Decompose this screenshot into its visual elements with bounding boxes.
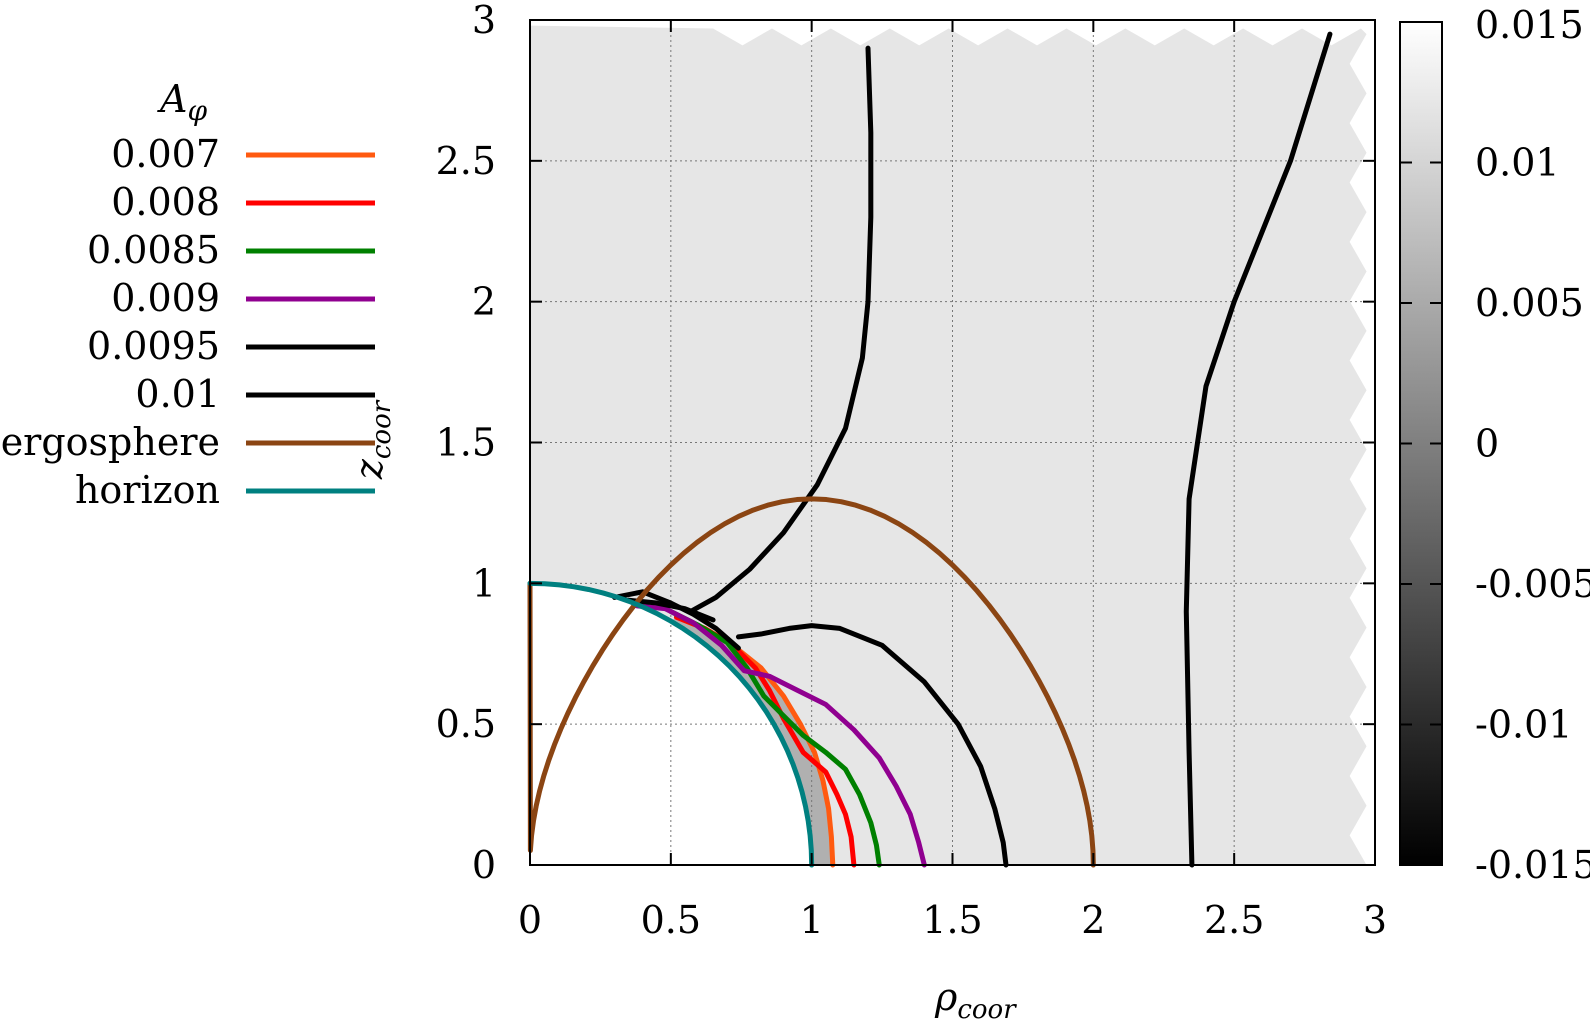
x-axis-ticks: 0 0.5 1 1.5 2 2.5 3 bbox=[518, 20, 1387, 942]
colorbar-tick-label: 0.015 bbox=[1475, 3, 1584, 47]
series-line-0.009 bbox=[634, 603, 927, 868]
colorbar-tick-label: 0.005 bbox=[1475, 281, 1584, 325]
x-tick-label: 3 bbox=[1363, 898, 1387, 942]
x-tick-label: 1 bbox=[800, 898, 824, 942]
series-line-0.0085 bbox=[668, 609, 882, 868]
grid bbox=[530, 20, 1375, 865]
legend-label: 0.0085 bbox=[87, 228, 220, 272]
legend-title-sub: φ bbox=[187, 94, 207, 127]
series-line-ergosphere bbox=[527, 496, 1096, 868]
y-tick-label: 3 bbox=[472, 0, 496, 42]
colorbar-tick-label: -0.005 bbox=[1475, 562, 1590, 606]
y-axis-label-sub: coor bbox=[367, 399, 397, 459]
y-axis-label-base: z bbox=[347, 458, 391, 480]
legend-label: ergosphere bbox=[1, 420, 220, 464]
legend-label: 0.009 bbox=[111, 276, 220, 320]
y-tick-label: 0.5 bbox=[436, 702, 496, 746]
legend-title: Aφ bbox=[157, 77, 207, 127]
x-tick-label: 1.5 bbox=[922, 898, 982, 942]
legend-title-base: A bbox=[157, 77, 187, 121]
x-axis-label: ρcoor bbox=[934, 975, 1017, 1021]
series-layer bbox=[527, 31, 1333, 868]
colorbar-tick-label: -0.01 bbox=[1475, 703, 1572, 747]
y-axis-ticks: 0 0.5 1 1.5 2 2.5 3 bbox=[436, 0, 1375, 887]
x-tick-label: 0 bbox=[518, 898, 542, 942]
series-line-0.0095 bbox=[688, 45, 874, 614]
series-line-horizon bbox=[527, 580, 815, 868]
x-tick-label: 0.5 bbox=[641, 898, 701, 942]
y-tick-label: 2.5 bbox=[436, 139, 496, 183]
series-line-0.01 bbox=[1183, 31, 1333, 868]
y-tick-label: 2 bbox=[472, 280, 496, 324]
colorbar-tick-label: 0.01 bbox=[1475, 141, 1560, 185]
y-tick-label: 1 bbox=[472, 561, 496, 605]
series-line-0.0095 bbox=[735, 623, 1009, 868]
series-line-0.01 bbox=[626, 597, 716, 623]
legend-label: 0.008 bbox=[111, 180, 220, 224]
legend-label: 0.01 bbox=[135, 372, 220, 416]
y-axis-label: zcoor bbox=[347, 399, 397, 480]
legend: Aφ 0.0070.0080.00850.0090.00950.01ergosp… bbox=[1, 77, 375, 512]
colorbar-tick-label: 0 bbox=[1475, 422, 1499, 466]
x-tick-label: 2.5 bbox=[1204, 898, 1264, 942]
colorbar-tick-label: -0.015 bbox=[1475, 843, 1590, 887]
y-tick-label: 1.5 bbox=[436, 421, 496, 465]
x-axis-label-sub: coor bbox=[957, 995, 1017, 1021]
y-tick-label: 0 bbox=[472, 843, 496, 887]
legend-label: 0.0095 bbox=[87, 324, 220, 368]
x-axis-label-base: ρ bbox=[934, 975, 958, 1019]
x-tick-label: 2 bbox=[1081, 898, 1105, 942]
colorbar-ticks: 0.015 0.01 0.005 0 -0.005 -0.01 -0.015 bbox=[1400, 3, 1590, 887]
legend-label: horizon bbox=[75, 468, 220, 512]
legend-label: 0.007 bbox=[111, 132, 220, 176]
